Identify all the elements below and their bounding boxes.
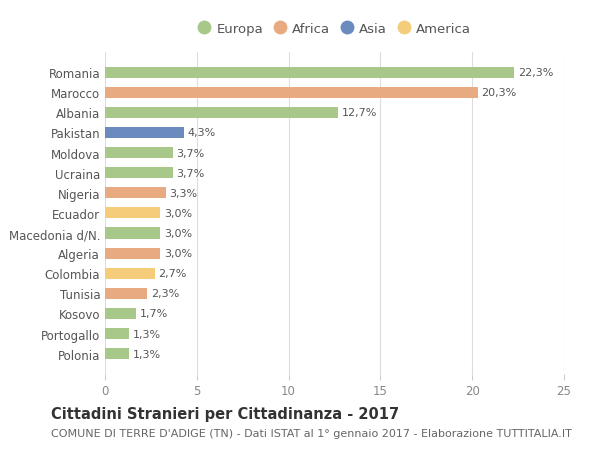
Text: 3,7%: 3,7% xyxy=(176,148,205,158)
Text: 2,7%: 2,7% xyxy=(158,269,187,279)
Text: 3,0%: 3,0% xyxy=(164,249,192,258)
Text: 1,3%: 1,3% xyxy=(133,329,161,339)
Bar xyxy=(105,348,129,359)
Text: 3,0%: 3,0% xyxy=(164,208,192,218)
Bar xyxy=(105,168,173,179)
Bar xyxy=(105,268,155,279)
Bar xyxy=(105,148,173,159)
Bar xyxy=(105,228,160,239)
Bar xyxy=(105,67,514,78)
Legend: Europa, Africa, Asia, America: Europa, Africa, Asia, America xyxy=(193,17,476,41)
Text: 22,3%: 22,3% xyxy=(518,68,553,78)
Text: 2,3%: 2,3% xyxy=(151,289,179,299)
Text: 1,3%: 1,3% xyxy=(133,349,161,359)
Text: 20,3%: 20,3% xyxy=(481,88,517,98)
Text: 3,0%: 3,0% xyxy=(164,229,192,239)
Bar xyxy=(105,208,160,219)
Bar xyxy=(105,308,136,319)
Bar xyxy=(105,88,478,99)
Text: 12,7%: 12,7% xyxy=(342,108,377,118)
Bar xyxy=(105,288,147,299)
Text: 4,3%: 4,3% xyxy=(188,128,216,138)
Text: 1,7%: 1,7% xyxy=(140,309,168,319)
Text: Cittadini Stranieri per Cittadinanza - 2017: Cittadini Stranieri per Cittadinanza - 2… xyxy=(51,406,399,421)
Bar xyxy=(105,188,166,199)
Text: COMUNE DI TERRE D'ADIGE (TN) - Dati ISTAT al 1° gennaio 2017 - Elaborazione TUTT: COMUNE DI TERRE D'ADIGE (TN) - Dati ISTA… xyxy=(51,428,572,438)
Bar xyxy=(105,328,129,339)
Text: 3,3%: 3,3% xyxy=(169,188,197,198)
Bar xyxy=(105,107,338,118)
Text: 3,7%: 3,7% xyxy=(176,168,205,178)
Bar xyxy=(105,248,160,259)
Bar xyxy=(105,128,184,139)
